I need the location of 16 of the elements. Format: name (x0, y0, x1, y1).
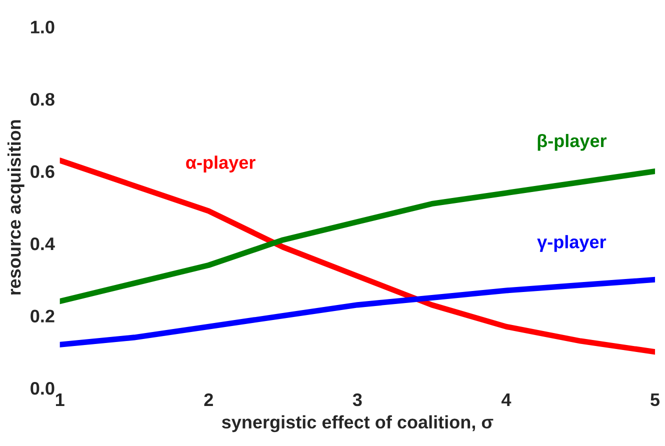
series-label: β-player (538, 134, 607, 151)
x-tick-label: 2 (204, 393, 213, 406)
series-label: γ-player (537, 235, 606, 252)
x-tick-label: 3 (352, 393, 362, 406)
x-tick-label: 4 (501, 394, 512, 406)
y-tick-label: 0.0 (30, 382, 54, 395)
x-tick-label: 5 (650, 394, 660, 406)
y-tick-label: 0.2 (30, 310, 54, 322)
x-tick-label: 1 (56, 394, 64, 406)
y-tick-label: 0.4 (30, 237, 55, 250)
y-tick-label: 0.8 (30, 92, 54, 106)
y-tick-label: 0.6 (30, 165, 54, 178)
y-tick-label: 1.0 (31, 20, 54, 34)
series-label: α-player (186, 156, 256, 172)
y-axis-title: resource acquisition (8, 120, 24, 294)
x-axis-title: synergistic effect of coalition, σ (222, 415, 494, 432)
